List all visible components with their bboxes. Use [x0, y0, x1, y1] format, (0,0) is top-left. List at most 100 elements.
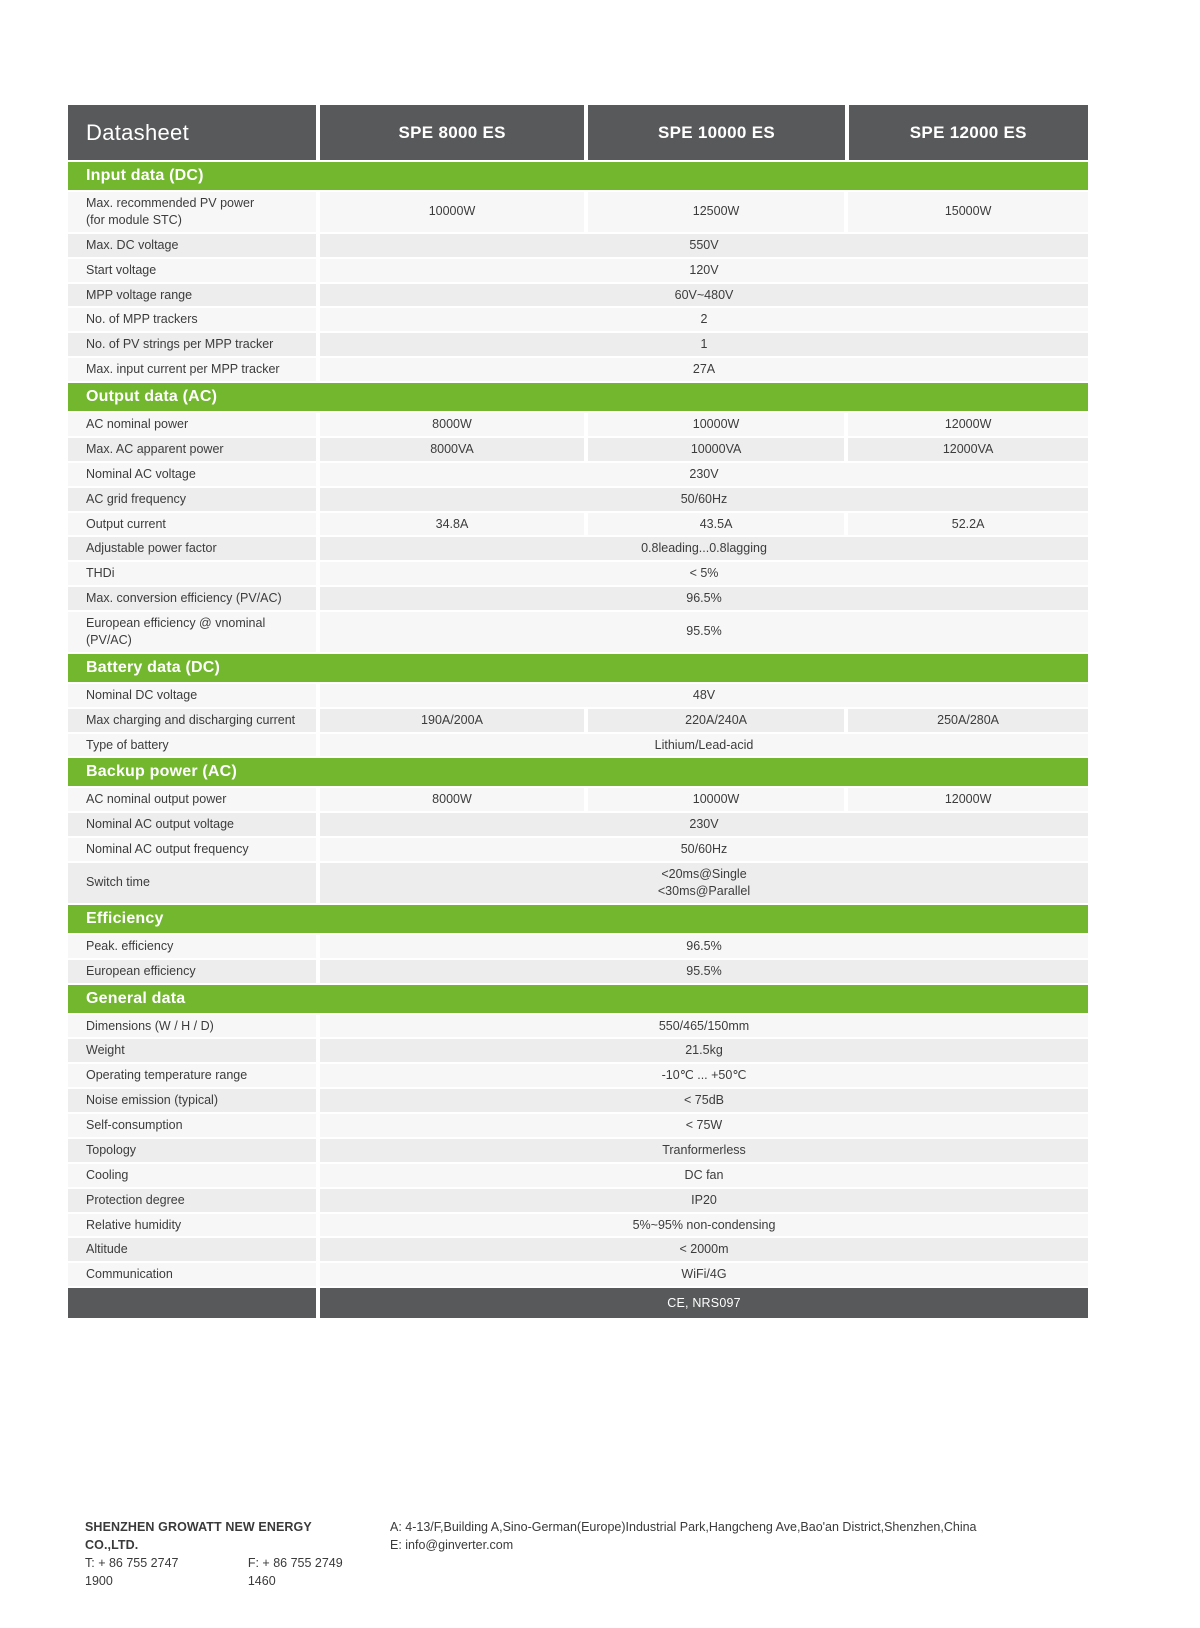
table-row: No. of MPP trackers 2 — [68, 308, 1088, 332]
row-value: 43.5A — [587, 512, 845, 536]
row-label: Switch time — [68, 863, 316, 903]
row-value: DC fan — [320, 1163, 1088, 1187]
row-value: 34.8A — [320, 512, 584, 536]
row-label: Noise emission (typical) — [68, 1089, 316, 1112]
certification-value: CE, NRS097 — [320, 1288, 1088, 1319]
table-row: Output current 34.8A 43.5A 52.2A — [68, 512, 1088, 536]
row-value: 12000W — [848, 788, 1088, 812]
row-label: Start voltage — [68, 258, 316, 282]
table-row: Communication WiFi/4G — [68, 1263, 1088, 1287]
certification-bar: CE, NRS097 — [68, 1288, 1088, 1319]
datasheet-table-body: Input data (DC) Max. recommended PV power… — [68, 162, 1088, 1287]
row-value: 10000W — [320, 192, 584, 232]
phone-number: T: + 86 755 2747 1900 — [85, 1556, 179, 1588]
table-row: AC nominal power 8000W 10000W 12000W — [68, 413, 1088, 436]
row-label: European efficiency @ vnominal (PV/AC) — [68, 612, 316, 652]
company-name: SHENZHEN GROWATT NEW ENERGY CO.,LTD. — [85, 1520, 312, 1552]
row-value: 10000VA — [587, 437, 845, 461]
row-value: 95.5% — [320, 959, 1088, 983]
row-value: 220A/240A — [587, 708, 845, 732]
row-label: AC nominal power — [68, 413, 316, 436]
table-row: Nominal AC output frequency 50/60Hz — [68, 838, 1088, 861]
row-value: 120V — [320, 258, 1088, 282]
row-value: < 2000m — [320, 1238, 1088, 1262]
table-row: Cooling DC fan — [68, 1163, 1088, 1187]
section-header: Efficiency — [68, 904, 1088, 933]
row-value: 10000W — [587, 413, 845, 436]
model-header-spe8000: SPE 8000 ES — [320, 105, 585, 160]
table-row: Noise emission (typical) < 75dB — [68, 1089, 1088, 1112]
row-label: Max. recommended PV power (for module ST… — [68, 192, 316, 232]
row-value: Lithium/Lead-acid — [320, 733, 1088, 757]
row-value: 550V — [320, 233, 1088, 257]
table-row: Peak. efficiency 96.5% — [68, 934, 1088, 958]
row-value: 230V — [320, 462, 1088, 486]
row-label: THDi — [68, 562, 316, 586]
row-label: No. of PV strings per MPP tracker — [68, 333, 316, 357]
row-value: 50/60Hz — [320, 487, 1088, 511]
row-label: Adjustable power factor — [68, 537, 316, 561]
row-value: 95.5% — [320, 612, 1088, 652]
row-value: 10000W — [587, 788, 845, 812]
row-label: AC grid frequency — [68, 487, 316, 511]
row-value: WiFi/4G — [320, 1263, 1088, 1287]
row-value: 5%~95% non-condensing — [320, 1213, 1088, 1237]
row-label: Protection degree — [68, 1188, 316, 1212]
section-header: Backup power (AC) — [68, 758, 1088, 787]
table-row: Adjustable power factor 0.8leading...0.8l… — [68, 537, 1088, 561]
table-row: Start voltage 120V — [68, 258, 1088, 282]
row-label: Topology — [68, 1138, 316, 1162]
row-label: European efficiency — [68, 959, 316, 983]
row-value: 96.5% — [320, 587, 1088, 610]
row-label: Max. AC apparent power — [68, 437, 316, 461]
row-value: 21.5kg — [320, 1039, 1088, 1063]
table-row: Relative humidity 5%~95% non-condensing — [68, 1213, 1088, 1237]
table-row: Operating temperature range -10℃ ... +50℃ — [68, 1064, 1088, 1088]
row-label: Relative humidity — [68, 1213, 316, 1237]
row-label: Max charging and discharging current — [68, 708, 316, 732]
row-label: Cooling — [68, 1163, 316, 1187]
table-row: Protection degree IP20 — [68, 1188, 1088, 1212]
row-value: 8000W — [320, 788, 584, 812]
row-label: Type of battery — [68, 733, 316, 757]
table-row: Nominal AC output voltage 230V — [68, 813, 1088, 837]
row-label: Communication — [68, 1263, 316, 1287]
row-label: Max. conversion efficiency (PV/AC) — [68, 587, 316, 610]
row-label: No. of MPP trackers — [68, 308, 316, 332]
table-row: Altitude < 2000m — [68, 1238, 1088, 1262]
row-value: 0.8leading...0.8lagging — [320, 537, 1088, 561]
section-header: Battery data (DC) — [68, 653, 1088, 682]
footer: SHENZHEN GROWATT NEW ENERGY CO.,LTD. T: … — [85, 1518, 977, 1590]
row-value: IP20 — [320, 1188, 1088, 1212]
row-value: 96.5% — [320, 934, 1088, 958]
company-address: A: 4-13/F,Building A,Sino-German(Europe)… — [390, 1520, 977, 1534]
table-row: Max. DC voltage 550V — [68, 233, 1088, 257]
footer-left-block: SHENZHEN GROWATT NEW ENERGY CO.,LTD. T: … — [85, 1518, 368, 1590]
table-row: Max. input current per MPP tracker 27A — [68, 358, 1088, 381]
table-row: Max charging and discharging current 190A… — [68, 708, 1088, 732]
row-label: AC nominal output power — [68, 788, 316, 812]
company-email: E: info@ginverter.com — [390, 1538, 514, 1552]
footer-phone-fax: T: + 86 755 2747 1900 F: + 86 755 2749 1… — [85, 1554, 368, 1590]
row-value: 8000VA — [320, 437, 584, 461]
footer-right-block: A: 4-13/F,Building A,Sino-German(Europe)… — [390, 1518, 977, 1590]
row-value: 230V — [320, 813, 1088, 837]
row-value: 1 — [320, 333, 1088, 357]
row-value: 190A/200A — [320, 708, 584, 732]
row-label: Max. input current per MPP tracker — [68, 358, 316, 381]
row-value: 250A/280A — [848, 708, 1088, 732]
row-label: MPP voltage range — [68, 283, 316, 307]
row-label: Output current — [68, 512, 316, 536]
row-value: 2 — [320, 308, 1088, 332]
row-value: 48V — [320, 683, 1088, 707]
table-row: Nominal DC voltage 48V — [68, 683, 1088, 707]
row-label: Operating temperature range — [68, 1064, 316, 1088]
row-value: 8000W — [320, 413, 584, 436]
section-header: General data — [68, 984, 1088, 1013]
table-row: AC grid frequency 50/60Hz — [68, 487, 1088, 511]
row-value: 550/465/150mm — [320, 1014, 1088, 1038]
table-row: Nominal AC voltage 230V — [68, 462, 1088, 486]
row-label: Altitude — [68, 1238, 316, 1262]
row-label: Peak. efficiency — [68, 934, 316, 958]
table-row: AC nominal output power 8000W 10000W 12000W — [68, 788, 1088, 812]
